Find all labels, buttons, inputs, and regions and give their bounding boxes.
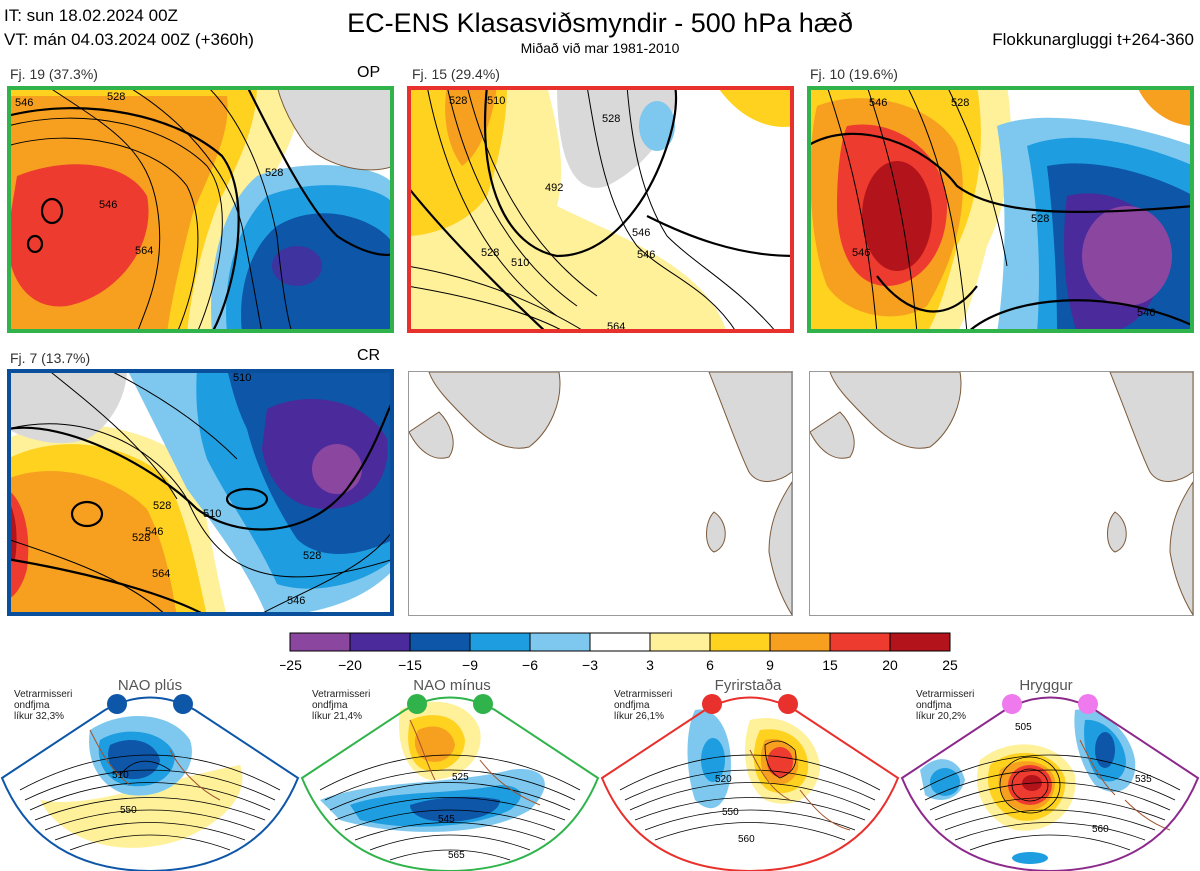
- contour-label: 528: [107, 91, 125, 103]
- classification-window: Flokkunargluggi t+264-360: [992, 30, 1194, 49]
- page-subtitle: Miðað við mar 1981-2010: [520, 40, 680, 56]
- colorbar-tick-label: 15: [822, 657, 838, 673]
- regime-4-title: Hryggur: [1019, 677, 1073, 694]
- colorbar-tick-label: 3: [646, 657, 654, 673]
- contour-label: 546: [145, 526, 163, 538]
- contour-label: 528: [602, 113, 620, 125]
- colorbar-swatch: [649, 632, 711, 652]
- cluster-map-panel-4: 528 510 528 546 564 546 528 510: [7, 369, 394, 616]
- colorbar-swatch: [889, 632, 951, 652]
- colorbar-swatch: [589, 632, 651, 652]
- contour-label: 510: [112, 770, 129, 781]
- contour-label: 560: [1092, 824, 1109, 835]
- colorbar-tick-label: −25: [280, 657, 302, 673]
- empty-map-panel-5: [408, 371, 793, 616]
- contour-label: 525: [452, 772, 469, 783]
- contour-label: 546: [99, 199, 117, 211]
- contour-label: 510: [233, 372, 251, 384]
- regime-3-note: Vetrarmisseri ondfjma líkur 26,1%: [614, 689, 673, 722]
- panel-3-label: Fj. 10 (19.6%): [810, 66, 898, 82]
- contour-label: 560: [738, 834, 755, 845]
- contour-label: 565: [448, 850, 465, 861]
- regime-1-note: Vetrarmisseri ondfjma líkur 32,3%: [14, 689, 73, 722]
- contour-label: 528: [951, 97, 969, 109]
- colorbar-swatch: [349, 632, 411, 652]
- contour-label: 528: [481, 247, 499, 259]
- contour-label: 550: [120, 805, 137, 816]
- colorbar-swatch: [289, 632, 351, 652]
- colorbar-swatch: [709, 632, 771, 652]
- colorbar-tick-label: −9: [462, 657, 478, 673]
- contour-label: 564: [135, 245, 153, 257]
- colorbar-tick-label: 9: [766, 657, 774, 673]
- colorbar-swatch: [829, 632, 891, 652]
- panel-4-label: Fj. 7 (13.7%): [10, 350, 91, 366]
- contour-label: 505: [1015, 722, 1032, 733]
- contour-label: 528: [265, 167, 283, 179]
- regime-map-blocking: 520 550 560: [600, 694, 900, 871]
- contour-label: 546: [852, 247, 870, 259]
- colorbar-tick-label: −3: [582, 657, 598, 673]
- regime-4-note: Vetrarmisseri ondfjma líkur 20,2%: [916, 689, 975, 722]
- contour-label: 535: [1135, 774, 1152, 785]
- contour-label: 546: [15, 97, 33, 109]
- regime-3-title: Fyrirstaða: [714, 677, 782, 694]
- contour-label: 546: [1137, 307, 1155, 319]
- contour-label: 528: [132, 532, 150, 544]
- initial-time: IT: sun 18.02.2024 00Z: [4, 6, 178, 25]
- colorbar-tick-label: −6: [522, 657, 538, 673]
- regime-map-ridge: 505 535 560: [900, 694, 1200, 871]
- colorbar-tick-label: −15: [398, 657, 422, 673]
- regime-map-nao-plus: 510 550: [0, 694, 300, 871]
- contour-label: 546: [869, 97, 887, 109]
- colorbar-swatch: [469, 632, 531, 652]
- contour-label: 564: [152, 568, 170, 580]
- colorbar-tick-label: −20: [338, 657, 362, 673]
- contour-label: 545: [438, 814, 455, 825]
- colorbar-tick-label: 25: [942, 657, 958, 673]
- colorbar-swatch: [409, 632, 471, 652]
- contour-label: 510: [511, 257, 529, 269]
- valid-time: VT: mán 04.03.2024 00Z (+360h): [4, 30, 254, 49]
- panel-1-label: Fj. 19 (37.3%): [10, 66, 98, 82]
- page-title: EC-ENS Klasasviðsmyndir - 500 hPa hæð: [347, 8, 853, 38]
- cluster-map-panel-2: 528 510 492 510 528 546 528 546 564: [407, 86, 794, 333]
- contour-label: 510: [487, 95, 505, 107]
- colorbar: −25 −20 −15 −9 −6 −3 3 6 9 15 20 25: [278, 632, 960, 681]
- header-time-info: IT: sun 18.02.2024 00Z VT: mán 04.03.202…: [4, 4, 254, 52]
- panel-4-tag: CR: [357, 347, 381, 364]
- contour-label: 492: [545, 182, 563, 194]
- contour-label: 528: [449, 95, 467, 107]
- contour-label: 528: [303, 550, 321, 562]
- empty-map-panel-6: [809, 371, 1194, 616]
- contour-label: 550: [722, 807, 739, 818]
- cluster-map-panel-1: 546 528 564 546 528: [7, 86, 394, 333]
- contour-label: 546: [287, 595, 305, 607]
- contour-label: 528: [1031, 213, 1049, 225]
- colorbar-tick-label: 20: [882, 657, 898, 673]
- contour-label: 520: [715, 774, 732, 785]
- regime-2-note: Vetrarmisseri ondfjma líkur 21,4%: [312, 689, 371, 722]
- contour-label: 546: [632, 227, 650, 239]
- regime-1-title: NAO plús: [117, 677, 183, 694]
- contour-label: 528: [153, 500, 171, 512]
- regime-2-title: NAO mínus: [413, 677, 491, 694]
- panel-1-tag: OP: [357, 64, 381, 81]
- regime-map-nao-minus: 525 545 565: [300, 694, 600, 871]
- colorbar-swatch: [769, 632, 831, 652]
- colorbar-tick-label: 6: [706, 657, 714, 673]
- panel-2-label: Fj. 15 (29.4%): [412, 66, 500, 82]
- cluster-map-panel-3: 546 528 546 528 546: [807, 86, 1194, 333]
- contour-label: 546: [637, 249, 655, 261]
- colorbar-swatch: [529, 632, 591, 652]
- contour-label: 510: [203, 508, 221, 520]
